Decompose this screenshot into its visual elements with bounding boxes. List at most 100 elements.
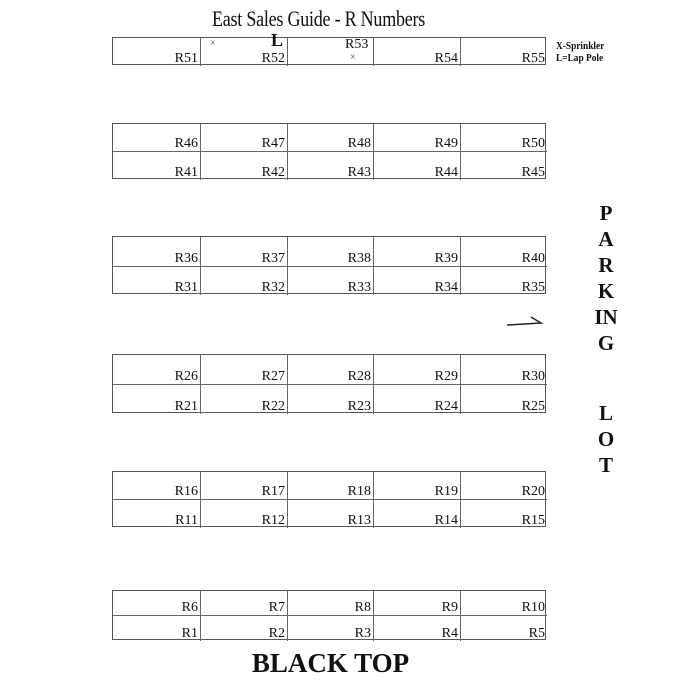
booth-cell[interactable]: R50	[461, 124, 547, 152]
booth-number: R23	[347, 399, 371, 414]
booth-number: R52	[261, 51, 285, 66]
booth-number: R30	[521, 369, 545, 384]
booth-block: R46 R47 R48 R49 R50 R41 R42 R43 R44 R45	[112, 123, 547, 180]
booth-cell[interactable]: R35	[461, 267, 547, 295]
booth-cell[interactable]: R48	[288, 124, 374, 152]
booth-cell[interactable]: R21	[113, 385, 201, 414]
booth-cell[interactable]: R29	[374, 355, 461, 385]
booth-cell[interactable]: R41	[113, 152, 201, 180]
booth-cell[interactable]: R49	[374, 124, 461, 152]
booth-cell[interactable]: R30	[461, 355, 547, 385]
booth-number: R16	[174, 484, 198, 499]
booth-number: R18	[347, 484, 371, 499]
booth-cell[interactable]: R37	[201, 237, 288, 267]
booth-block: R51 R52 R54 R55	[112, 37, 547, 66]
booth-cell[interactable]: R8	[288, 591, 374, 616]
booth-cell[interactable]: R33	[288, 267, 374, 295]
booth-cell[interactable]: R36	[113, 237, 201, 267]
booth-number: R19	[434, 484, 458, 499]
booth-cell[interactable]: R6	[113, 591, 201, 616]
booth-cell[interactable]: R34	[374, 267, 461, 295]
booth-cell[interactable]: R55	[461, 38, 547, 66]
booth-cell[interactable]	[288, 38, 374, 66]
booth-number: R29	[434, 369, 458, 384]
legend-lap-pole: L=Lap Pole	[556, 52, 604, 64]
booth-cell[interactable]: R17	[201, 472, 288, 500]
booth-number: R40	[521, 251, 545, 266]
page-title: East Sales Guide - R Numbers	[212, 6, 426, 31]
sprinkler-icon: ×	[210, 38, 216, 49]
booth-cell[interactable]: R46	[113, 124, 201, 152]
booth-number: R8	[354, 600, 371, 615]
booth-cell[interactable]: R11	[113, 500, 201, 528]
booth-number: R24	[434, 399, 458, 414]
booth-number: R49	[434, 136, 458, 151]
booth-cell[interactable]: R39	[374, 237, 461, 267]
booth-cell[interactable]: R3	[288, 616, 374, 641]
booth-cell[interactable]: R32	[201, 267, 288, 295]
booth-cell[interactable]: R2	[201, 616, 288, 641]
booth-number: R10	[521, 600, 545, 615]
booth-cell[interactable]: R20	[461, 472, 547, 500]
booth-cell[interactable]: R13	[288, 500, 374, 528]
booth-cell[interactable]: R19	[374, 472, 461, 500]
booth-cell[interactable]: R9	[374, 591, 461, 616]
booth-cell[interactable]: R45	[461, 152, 547, 180]
booth-number: R3	[354, 626, 371, 641]
booth-number: R15	[521, 513, 545, 528]
lot-label: LOT	[597, 401, 615, 477]
booth-cell[interactable]: R26	[113, 355, 201, 385]
booth-cell[interactable]: R23	[288, 385, 374, 414]
booth-cell[interactable]: R12	[201, 500, 288, 528]
booth-number: R36	[174, 251, 198, 266]
booth-cell[interactable]: R24	[374, 385, 461, 414]
booth-cell[interactable]: R44	[374, 152, 461, 180]
booth-number: R42	[261, 165, 285, 180]
booth-cell[interactable]: R28	[288, 355, 374, 385]
booth-cell[interactable]: R51	[113, 38, 201, 66]
booth-cell[interactable]: R38	[288, 237, 374, 267]
booth-number: R26	[174, 369, 198, 384]
booth-number: R54	[434, 51, 458, 66]
booth-number: R20	[521, 484, 545, 499]
booth-cell[interactable]: R5	[461, 616, 547, 641]
booth-cell[interactable]: R40	[461, 237, 547, 267]
booth-number: R13	[347, 513, 371, 528]
booth-cell[interactable]: R15	[461, 500, 547, 528]
booth-number: R2	[268, 626, 285, 641]
booth-number: R31	[174, 280, 198, 295]
booth-cell[interactable]: R1	[113, 616, 201, 641]
booth-cell[interactable]: R18	[288, 472, 374, 500]
lap-pole-marker: L	[271, 30, 284, 50]
booth-number: R46	[174, 136, 198, 151]
booth-cell[interactable]: R25	[461, 385, 547, 414]
booth-number: R12	[261, 513, 285, 528]
booth-cell[interactable]: R42	[201, 152, 288, 180]
booth-cell[interactable]: R52	[201, 38, 288, 66]
booth-number: R1	[181, 626, 198, 641]
booth-cell[interactable]: R54	[374, 38, 461, 66]
booth-cell[interactable]: R10	[461, 591, 547, 616]
booth-cell[interactable]: R43	[288, 152, 374, 180]
booth-number: R4	[441, 626, 458, 641]
booth-cell[interactable]: R14	[374, 500, 461, 528]
booth-number: R39	[434, 251, 458, 266]
booth-number: R7	[268, 600, 285, 615]
booth-cell[interactable]: R27	[201, 355, 288, 385]
booth-cell[interactable]: R16	[113, 472, 201, 500]
legend-sprinkler: X-Sprinkler	[556, 40, 605, 52]
booth-number: R43	[347, 165, 371, 180]
booth-number: R44	[434, 165, 458, 180]
booth-number: R14	[434, 513, 458, 528]
booth-cell[interactable]: R4	[374, 616, 461, 641]
booth-number: R48	[347, 136, 371, 151]
booth-number: R28	[347, 369, 371, 384]
booth-cell[interactable]: R22	[201, 385, 288, 414]
booth-cell[interactable]: R31	[113, 267, 201, 295]
booth-cell[interactable]: R7	[201, 591, 288, 616]
booth-cell[interactable]: R47	[201, 124, 288, 152]
booth-number: R37	[261, 251, 285, 266]
booth-number: R35	[521, 280, 545, 295]
booth-number: R27	[261, 369, 285, 384]
booth-number: R34	[434, 280, 458, 295]
